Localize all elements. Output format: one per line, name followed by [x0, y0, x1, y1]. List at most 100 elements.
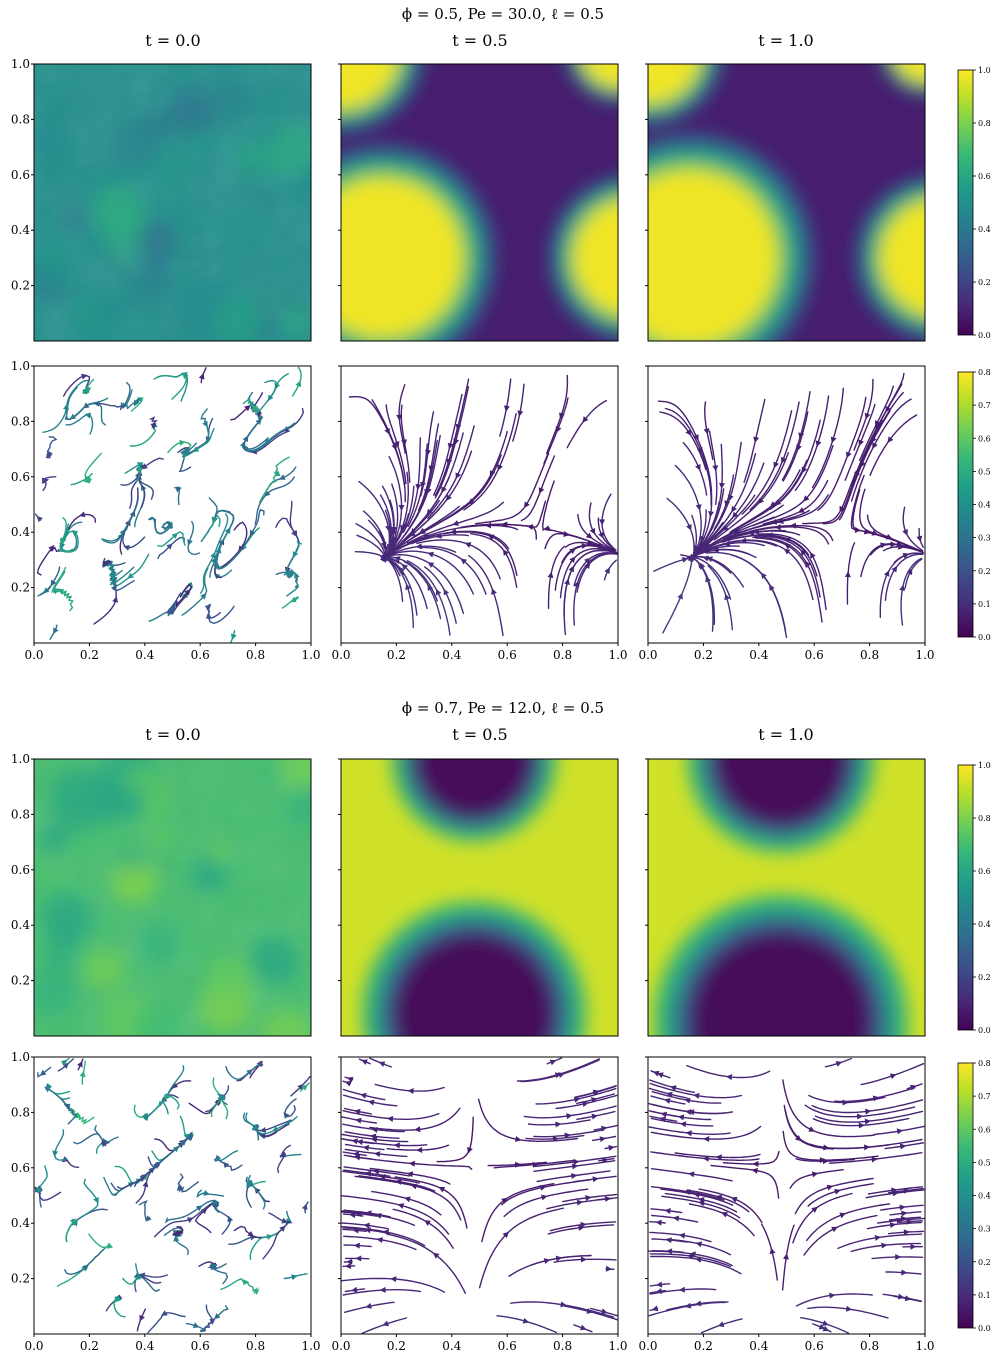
density-panel-0: 0.2 0.4 0.6 0.8 1.0 [11, 752, 312, 1037]
streamline-arrow [295, 380, 302, 388]
streamline-arrow [889, 1222, 897, 1228]
density-fluctuation [145, 824, 175, 853]
x-tick-label: 0.6 [805, 1339, 824, 1353]
streamline-arrow [823, 1144, 830, 1151]
streamline [710, 1164, 780, 1199]
x-tick-label: 0.6 [498, 1339, 517, 1353]
streamline [496, 1315, 558, 1334]
streamline-arrow [693, 1092, 700, 1099]
streamline-arrow [291, 530, 297, 537]
streamline-arrow [354, 1108, 361, 1115]
colorbar-tick-label: 0.4 [978, 501, 991, 510]
y-tick-label: 0.4 [11, 918, 30, 932]
streamline-arrow [686, 524, 692, 531]
density-fluctuation [122, 850, 143, 871]
streamline-arrow [362, 1144, 370, 1151]
streamline-arrow [166, 543, 173, 550]
x-tick-label: 0.0 [331, 648, 350, 662]
x-tick-label: 0.8 [553, 648, 572, 662]
axes-frame [33, 365, 312, 644]
streamline-arrow [355, 1117, 362, 1124]
streamline-arrow [278, 474, 286, 480]
streamline-arrow [376, 1237, 383, 1244]
streamline-arrow [497, 464, 503, 471]
streamline-arrow [365, 1210, 372, 1217]
streamline-arrow [361, 1059, 368, 1066]
streamline-arrow [569, 548, 576, 555]
density-panel-2 [645, 63, 926, 342]
streamline-arrow [407, 1088, 414, 1095]
colorbar-tick-label: 0.4 [978, 225, 991, 234]
colorbar-tick-label: 1.0 [978, 761, 991, 770]
streamline-arrow [138, 1272, 146, 1279]
x-tick-label: 0.8 [860, 648, 879, 662]
streamline-arrow [264, 490, 271, 497]
streamline-arrow [608, 1144, 615, 1151]
streamline-arrow [102, 560, 110, 567]
streamline-arrow [409, 530, 416, 537]
streamline-arrow [416, 1146, 423, 1153]
streamline-arrow [538, 487, 545, 494]
streamline [653, 556, 695, 572]
streamline-arrow [725, 1074, 733, 1081]
streamline-arrow [405, 583, 411, 591]
streamline-arrow [69, 1218, 76, 1226]
streamline-arrow [266, 1234, 273, 1240]
colorbar-tick-label: 0.0 [978, 1324, 991, 1333]
streamline-arrow [800, 549, 807, 556]
streamline-arrow [560, 1301, 567, 1308]
x-tick-label: 0.0 [638, 648, 657, 662]
streamline [516, 1058, 600, 1082]
streamline-arrow [301, 1084, 308, 1091]
streamline-arrow [283, 1112, 290, 1119]
streamline-arrow [584, 557, 591, 565]
velocity-panel-2: 0.0 0.2 0.4 0.6 0.8 1.0 [638, 1056, 935, 1353]
density-row: 0.2 0.4 0.6 0.8 1.0 [11, 752, 926, 1037]
streamline-arrow [885, 405, 892, 413]
density-fluctuation [39, 823, 70, 854]
streamline-arrow [839, 1212, 846, 1219]
streamline-arrow [582, 416, 589, 423]
streamline-arrow [400, 524, 406, 532]
streamline-arrow [445, 494, 452, 501]
streamline-arrow [363, 1222, 370, 1229]
streamline-arrow [173, 1235, 180, 1242]
density-fluctuation [285, 785, 311, 828]
streamline-arrow [672, 1215, 680, 1222]
streamline-arrow [346, 1076, 354, 1083]
streamline-arrow [464, 542, 472, 548]
streamline-arrow [424, 1220, 431, 1226]
streamline-arrow [732, 511, 739, 519]
density-panel-1 [338, 758, 619, 1037]
axes-frame [33, 63, 312, 342]
y-tick-label: 0.6 [11, 1161, 30, 1175]
colorbar-tick-label: 0.6 [978, 1125, 991, 1134]
density-domain [648, 171, 777, 341]
streamline-arrow [344, 1080, 352, 1087]
axes-frame [340, 63, 619, 342]
streamline-arrow [896, 1128, 904, 1135]
streamline-arrow [209, 1318, 216, 1325]
streamline-arrow [569, 556, 576, 564]
streamline-arrow [349, 1212, 356, 1219]
streamline [242, 423, 290, 453]
x-tick-label: 0.0 [331, 1339, 350, 1353]
density-domain [416, 759, 532, 817]
density-domain [648, 64, 699, 103]
streamline-arrow [353, 1242, 360, 1249]
streamline-arrow [871, 1156, 878, 1163]
colorbar-tick-label: 0.6 [978, 867, 991, 876]
streamline-arrow [889, 1073, 897, 1080]
streamline-arrow [684, 1097, 691, 1104]
streamline-arrow [110, 579, 117, 586]
density-fluctuation [250, 936, 300, 986]
streamline-arrow [264, 437, 271, 445]
streamline [143, 1065, 185, 1119]
streamline-arrow [571, 1173, 578, 1179]
streamline-arrow [705, 575, 711, 583]
streamline-arrow [715, 1154, 722, 1161]
x-tick-label: 0.0 [638, 1339, 657, 1353]
streamline-arrow [112, 596, 119, 603]
streamline-arrow [685, 1130, 692, 1137]
streamline-arrow [203, 1190, 210, 1196]
